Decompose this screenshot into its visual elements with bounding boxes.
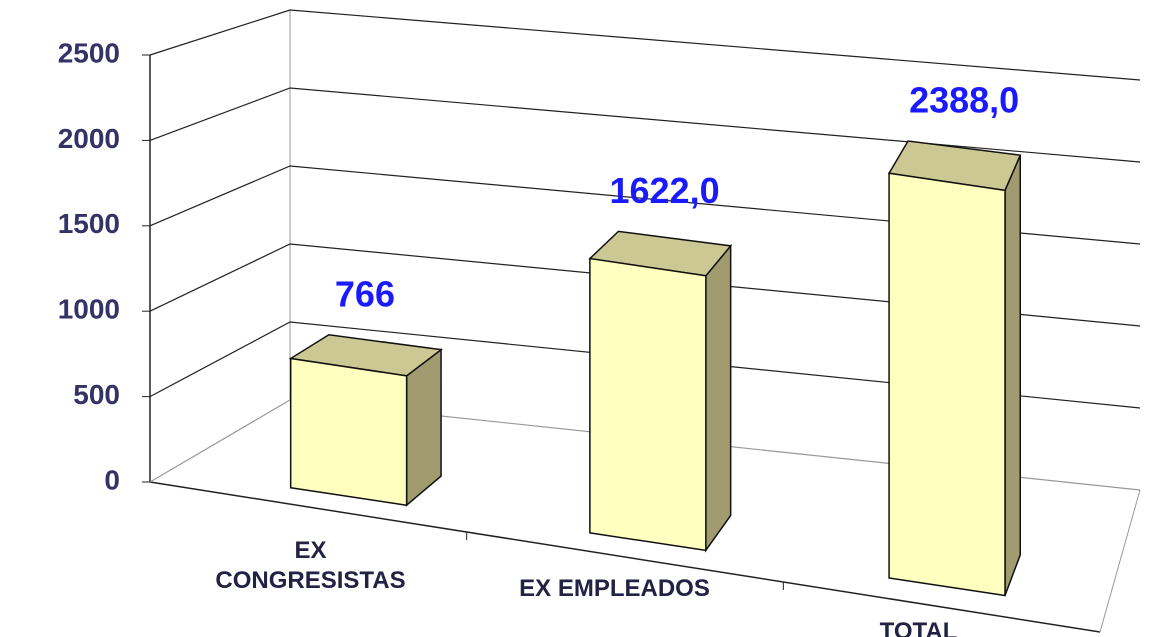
y-tick-label: 2500	[58, 37, 120, 68]
y-tick-label: 1500	[58, 208, 120, 239]
grid-line	[149, 243, 1141, 327]
value-label: 1622,0	[609, 170, 719, 211]
bar-side	[1004, 154, 1022, 596]
bar	[589, 257, 707, 552]
x-tick-label: EX EMPLEADOS	[519, 574, 710, 602]
y-tick-label: 2000	[58, 123, 120, 154]
bar-side	[705, 243, 732, 553]
y-tick-label: 0	[104, 464, 120, 495]
x-tick-label: TOTAL	[879, 617, 958, 637]
bar-side	[405, 348, 442, 507]
bar	[888, 172, 1006, 597]
bar	[289, 357, 408, 507]
grid-line	[149, 321, 1141, 409]
grid-line	[149, 165, 1141, 245]
y-tick-label: 500	[73, 379, 120, 410]
x-tick-label: EX CONGRESISTAS	[215, 536, 406, 594]
value-label: 2388,0	[909, 80, 1019, 121]
floor-edge	[149, 481, 1101, 633]
y-tick-label: 1000	[58, 294, 120, 325]
grid-line	[149, 87, 1141, 163]
value-label: 766	[335, 274, 395, 315]
grid-line	[149, 9, 1141, 81]
floor-edge	[1099, 489, 1141, 633]
